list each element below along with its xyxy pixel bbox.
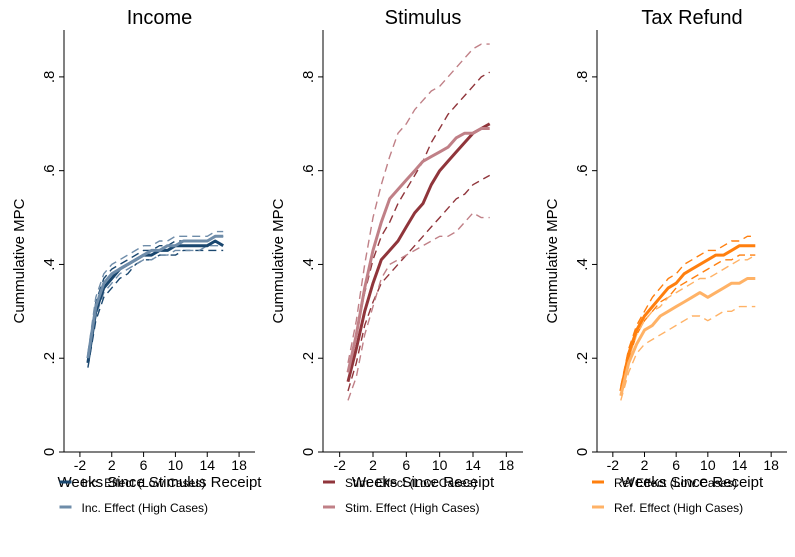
series-band-line <box>620 235 756 387</box>
x-tick-label: 2 <box>369 457 377 473</box>
y-tick-label: .6 <box>41 164 58 177</box>
legend-label: Inc. Effect (Low Cases) <box>82 476 206 490</box>
y-tick-label: 0 <box>300 448 317 456</box>
series-band-line <box>347 174 491 392</box>
series-line <box>619 277 756 397</box>
y-tick-label: .8 <box>574 71 591 84</box>
legend-label: Inc. Effect (High Cases) <box>82 501 209 515</box>
series-band-line <box>620 254 756 392</box>
series-band-line <box>347 71 491 373</box>
series-band-line <box>87 235 224 359</box>
y-tick-label: .8 <box>300 71 317 84</box>
y-tick-label: .8 <box>41 71 58 84</box>
series-line <box>619 244 756 392</box>
panel-title: Stimulus <box>385 7 462 29</box>
y-tick-label: .2 <box>300 352 317 365</box>
y-tick-label: .6 <box>300 164 317 177</box>
x-tick-label: 14 <box>732 457 748 473</box>
legend-label: Stim. Effect (Low Cases) <box>345 476 477 490</box>
series-band-line <box>347 43 490 364</box>
x-tick-label: 2 <box>641 457 649 473</box>
y-axis-label: Cummulative MPC <box>11 198 28 323</box>
series-line <box>86 234 224 359</box>
y-tick-label: .4 <box>300 258 317 271</box>
x-tick-label: 14 <box>199 457 215 473</box>
y-axis-label: Cummulative MPC <box>270 198 287 323</box>
x-tick-label: 10 <box>700 457 716 473</box>
y-tick-label: .6 <box>574 164 591 177</box>
x-axis-label: Weeks Since Receipt <box>352 474 495 491</box>
x-tick-label: 14 <box>465 457 481 473</box>
y-tick-label: 0 <box>574 448 591 456</box>
y-tick-label: .2 <box>574 352 591 365</box>
x-tick-label: 2 <box>108 457 116 473</box>
series-line <box>346 122 491 383</box>
x-tick-label: 18 <box>763 457 779 473</box>
y-tick-label: .4 <box>41 258 58 271</box>
x-tick-label: 18 <box>231 457 247 473</box>
series-band-line <box>620 305 756 401</box>
panel-title: Tax Refund <box>641 7 742 29</box>
y-tick-label: .2 <box>41 352 58 365</box>
panel-title: Income <box>127 7 193 29</box>
legend-label: Stim. Effect (High Cases) <box>345 501 479 515</box>
x-tick-label: 10 <box>432 457 448 473</box>
x-axis-label: Weeks Since Stimulus Receipt <box>58 474 263 491</box>
series-band-line <box>87 230 224 354</box>
legend-label: Ref Effect (Low Cases) <box>614 476 737 490</box>
x-tick-label: 6 <box>402 457 410 473</box>
x-tick-label: -2 <box>607 457 620 473</box>
y-tick-label: .4 <box>574 258 591 271</box>
series-band-line <box>620 254 756 396</box>
x-tick-label: -2 <box>333 457 346 473</box>
x-tick-label: 10 <box>168 457 184 473</box>
series-line <box>86 239 224 364</box>
y-tick-label: 0 <box>41 448 58 456</box>
y-axis-label: Cummulative MPC <box>544 198 561 323</box>
x-tick-label: 6 <box>672 457 680 473</box>
x-tick-label: -2 <box>74 457 87 473</box>
legend-label: Ref. Effect (High Cases) <box>614 501 743 515</box>
series-band-line <box>87 249 224 368</box>
series-band-line <box>347 212 490 401</box>
x-tick-label: 18 <box>499 457 515 473</box>
x-tick-label: 6 <box>140 457 148 473</box>
series-band-line <box>87 244 224 364</box>
series-line <box>346 127 490 373</box>
x-axis-label: Weeks Since Receipt <box>621 474 764 491</box>
